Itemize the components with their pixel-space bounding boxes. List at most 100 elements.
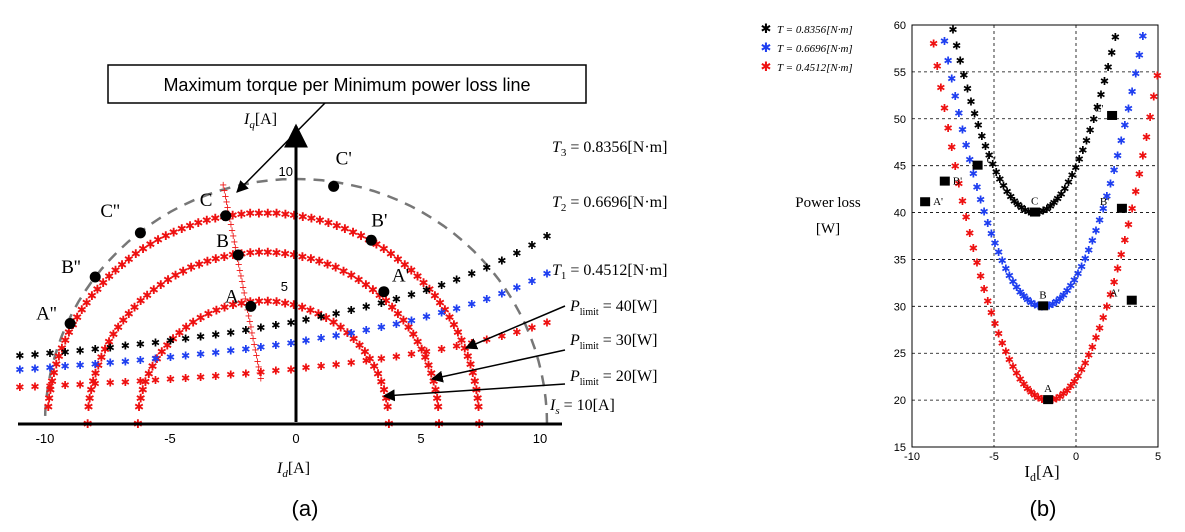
panel-b-points: A B C A' B' C' A' B' C' — [920, 103, 1137, 405]
power-limit-marker: ✱ — [376, 375, 386, 389]
power-limit-marker: ✱ — [417, 343, 427, 357]
mtpl-callout-text: Maximum torque per Minimum power loss li… — [163, 75, 530, 95]
mtpl-marker: + — [250, 339, 258, 350]
torque-curve-marker: ✱ — [392, 293, 401, 306]
power-limit-marker: ✱ — [43, 400, 53, 414]
b-series-marker: ✱ — [1102, 190, 1111, 203]
b-series-marker: ✱ — [992, 166, 1001, 179]
b-series-marker: ✱ — [1052, 296, 1061, 309]
plimit-label-30: Plimit = 30[W] — [569, 332, 657, 352]
a-ytick-label: 10 — [279, 164, 293, 179]
torque-curve-marker: ✱ — [286, 337, 295, 350]
plimit-arrow-40 — [464, 305, 566, 350]
power-limit-marker: ✱ — [360, 345, 370, 359]
b-series-marker: ✱ — [1023, 382, 1032, 395]
power-limit-marker: ✱ — [404, 320, 414, 334]
torque-curve-marker: ✱ — [256, 341, 265, 354]
power-limit-marker: ✱ — [356, 229, 366, 243]
b-series-marker: ✱ — [1091, 224, 1100, 237]
b-series-marker: ✱ — [1131, 68, 1140, 81]
operating-point — [245, 300, 257, 312]
b-series-marker: ✱ — [948, 24, 957, 37]
torque-curve-marker: ✱ — [151, 336, 160, 349]
power-limit-circle: ✱✱✱✱✱✱✱✱✱✱✱✱✱✱✱✱✱✱✱✱✱✱✱✱✱✱✱✱✱✱✱✱✱✱✱✱✱✱✱✱… — [133, 295, 394, 431]
b-series-marker: ✱ — [954, 107, 963, 120]
b-series-marker: ✱ — [1099, 202, 1108, 215]
power-limit-marker: ✱ — [162, 338, 172, 352]
b-series-marker: ✱ — [1093, 101, 1102, 114]
b-series-marker: ✱ — [954, 178, 963, 191]
power-limit-marker: ✱ — [336, 320, 346, 334]
torque-curve-marker: ✱ — [332, 330, 341, 343]
power-limit-marker: ✱ — [153, 233, 163, 247]
power-limit-marker: ✱ — [161, 229, 171, 243]
power-limit-marker: ✱ — [271, 246, 281, 260]
power-limit-marker: ✱ — [196, 311, 206, 325]
mtpl-marker: + — [241, 294, 249, 305]
torque-curve-marker: ✱ — [60, 360, 69, 373]
power-limit-marker: ✱ — [329, 315, 339, 329]
b-series-marker: ✱ — [994, 246, 1003, 259]
torque-curve-marker: ✱ — [271, 319, 280, 332]
b-series-marker: ✱ — [1077, 364, 1086, 377]
b-series-marker: ✱ — [1095, 322, 1104, 335]
b-series-marker: ✱ — [959, 69, 968, 82]
b-series-marker: ✱ — [988, 158, 997, 171]
power-limit-marker: ✱ — [306, 252, 316, 266]
torque-curve-marker: ✱ — [407, 314, 416, 327]
mtpl-marker: + — [251, 345, 259, 356]
torque-curve-marker: ✱ — [407, 348, 416, 361]
power-limit-marker: ✱ — [386, 247, 396, 261]
a-xtick-label: -5 — [164, 431, 176, 446]
power-limit-marker: ✱ — [64, 326, 74, 340]
b-point-label: B' — [1100, 196, 1109, 208]
legend-label: T = 0.8356[N·m] — [777, 24, 853, 36]
b-series-marker: ✱ — [1102, 300, 1111, 313]
torque-curve-marker: ✱ — [106, 377, 115, 390]
power-limit-marker: ✱ — [100, 343, 110, 357]
power-limit-marker: ✱ — [365, 352, 375, 366]
b-series-marker: ✱ — [1070, 274, 1079, 287]
torque-curve-marker: ✱ — [452, 274, 461, 287]
torque-curve-marker: ✱ — [422, 311, 431, 324]
torque-curve-marker: ✱ — [362, 301, 371, 314]
panel-a-points — [64, 180, 390, 330]
b-series-marker: ✱ — [1026, 296, 1035, 309]
power-limit-marker: ✱ — [108, 328, 118, 342]
b-series-marker: ✱ — [1039, 205, 1048, 218]
power-limit-marker: ✱ — [124, 252, 134, 266]
b-series-marker: ✱ — [940, 102, 949, 115]
legend-label: T = 0.6696[N·m] — [777, 43, 853, 55]
b-series-marker: ✱ — [1085, 124, 1094, 137]
power-limit-marker: ✱ — [315, 214, 325, 228]
power-limit-marker: ✱ — [440, 303, 450, 317]
torque-curve-marker: ✱ — [437, 279, 446, 292]
b-point-label: C' — [987, 155, 996, 167]
b-point-marker — [1126, 295, 1137, 305]
b-series-marker: ✱ — [1124, 103, 1133, 116]
operating-point-label: B'' — [61, 257, 81, 278]
a-xtick-label: 0 — [292, 431, 299, 446]
b-series-marker: ✱ — [1037, 393, 1046, 406]
torque-curve-marker: ✱ — [332, 308, 341, 321]
b-point-label: C — [1031, 196, 1038, 208]
b-series-marker: ✱ — [958, 195, 967, 208]
torque-curve: ✱✱✱✱✱✱✱✱✱✱✱✱✱✱✱✱✱✱✱✱✱✱✱✱✱✱✱✱✱✱✱✱✱✱✱✱ — [15, 230, 551, 363]
b-point-marker — [1107, 110, 1118, 120]
torque-curve-marker: ✱ — [91, 377, 100, 390]
torque-curve-marker: ✱ — [45, 347, 54, 360]
power-limit-marker: ✱ — [202, 214, 212, 228]
b-series-marker: ✱ — [1073, 370, 1082, 383]
power-limit-marker: ✱ — [369, 359, 379, 373]
torque-curve-marker: ✱ — [377, 353, 386, 366]
mtpl-marker: + — [221, 191, 229, 202]
power-limit-marker: ✱ — [136, 392, 146, 406]
b-series-marker: ✱ — [1030, 298, 1039, 311]
torque-curve-marker: ✱ — [211, 329, 220, 342]
power-limit-marker: ✱ — [84, 400, 94, 414]
power-limit-marker: ✱ — [314, 254, 324, 268]
power-limit-marker: ✱ — [113, 320, 123, 334]
torque-curve-marker: ✱ — [256, 322, 265, 335]
power-limit-marker: ✱ — [349, 332, 359, 346]
power-limit-marker: ✱ — [354, 273, 364, 287]
